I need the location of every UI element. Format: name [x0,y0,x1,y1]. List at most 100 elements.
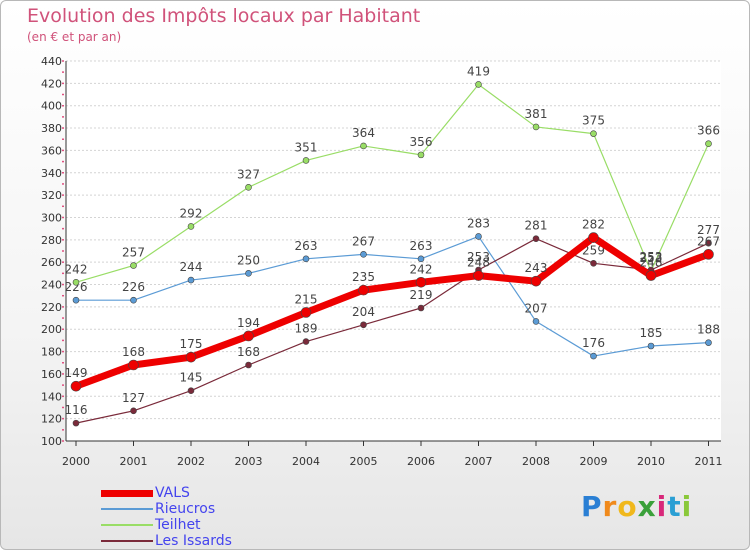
data-point-les-issards [417,304,425,312]
logo-letter: i [656,490,668,523]
logo-letter: x [637,490,657,523]
data-label-les-issards: 189 [295,322,318,336]
data-label-teilhet: 375 [582,114,605,128]
data-label-rieucros: 283 [467,216,490,230]
x-tick-label: 2005 [350,455,378,468]
logo-letter: r [602,490,618,523]
data-point-vals [530,275,542,287]
legend-label: Rieucros [155,501,216,517]
data-point-teilhet [360,142,367,150]
data-label-les-issards: 116 [65,403,88,417]
data-label-teilhet: 381 [525,107,548,121]
legend-label: Les Issards [155,533,232,549]
series-line-vals [72,234,712,390]
data-point-vals [300,307,312,318]
y-tick-label: 120 [41,413,62,426]
x-tick-label: 2000 [62,455,90,468]
y-tick-label: 300 [41,211,62,224]
data-label-teilhet: 292 [180,206,203,220]
y-tick-label: 440 [41,55,62,68]
x-tick-label: 2002 [177,455,205,468]
series-line-les-issards [75,238,710,424]
data-label-rieucros: 263 [410,239,433,253]
data-point-rieucros [705,339,712,346]
y-tick-label: 200 [41,323,62,336]
data-label-les-issards: 277 [697,223,720,237]
data-label-les-issards: 253 [640,250,663,264]
data-label-vals: 282 [582,218,605,232]
y-tick-label: 140 [41,390,62,403]
proxiti-logo: Proxiti [581,490,692,523]
data-point-les-issards [187,387,195,395]
y-tick-label: 380 [41,122,62,135]
data-label-les-issards: 145 [180,371,203,385]
data-point-vals [588,232,599,243]
data-label-vals: 175 [180,337,203,351]
data-point-les-issards [705,239,712,247]
data-point-teilhet [705,140,712,148]
data-label-teilhet: 364 [352,126,375,140]
logo-letter: i [681,490,693,523]
logo-letter: P [581,490,603,523]
data-label-les-issards: 204 [352,305,375,319]
data-point-rieucros [360,251,367,258]
data-point-rieucros [417,255,425,263]
data-label-rieucros: 226 [65,280,88,294]
data-label-teilhet: 242 [65,262,88,276]
data-point-les-issards [360,321,367,329]
logo-letter: t [667,490,682,523]
data-point-vals [128,359,139,371]
data-label-les-issards: 281 [525,219,548,233]
x-tick-label: 2004 [292,455,320,468]
data-label-vals: 267 [697,234,720,248]
data-label-rieucros: 263 [295,239,318,253]
data-label-teilhet: 252 [640,251,663,265]
data-point-rieucros [475,233,482,240]
y-tick-label: 400 [41,100,62,113]
y-tick-label: 340 [41,167,62,180]
data-point-vals [645,270,657,281]
legend-label: VALS [155,485,190,501]
x-tick-label: 2006 [407,455,435,468]
x-tick-label: 2003 [235,455,263,468]
data-point-les-issards [72,419,80,427]
data-label-teilhet: 356 [410,135,433,149]
data-label-rieucros: 226 [122,280,145,294]
data-label-les-issards: 253 [467,250,490,264]
logo-letter: o [617,490,638,523]
data-point-vals [243,330,254,342]
data-label-vals: 215 [295,292,318,306]
data-point-teilhet [245,183,252,191]
y-tick-label: 220 [41,301,62,314]
data-point-rieucros [590,352,597,360]
data-label-les-issards: 259 [582,243,605,257]
y-tick-label: 180 [41,346,62,359]
data-point-rieucros [647,342,655,350]
plot-area [66,61,721,441]
data-point-teilhet [187,223,195,230]
data-point-vals [185,351,197,363]
series-line-teilhet [75,83,710,283]
y-tick-label: 420 [41,77,62,90]
legend-label: Teilhet [155,517,201,533]
legend-swatch [101,524,153,526]
y-tick-label: 320 [41,189,62,202]
data-point-teilhet [532,123,540,131]
data-label-vals: 168 [122,345,145,359]
data-label-vals: 149 [65,366,88,380]
data-point-rieucros [187,276,195,284]
legend-swatch [101,540,153,542]
y-tick-label: 100 [41,435,62,448]
data-point-vals [70,380,82,392]
data-point-vals [703,249,714,260]
data-label-rieucros: 267 [352,234,375,248]
x-tick-label: 2009 [580,455,608,468]
data-label-teilhet: 366 [697,124,720,138]
data-point-vals [473,270,484,281]
data-point-rieucros [532,318,540,325]
data-point-rieucros [130,296,137,304]
y-tick-label: 240 [41,279,62,292]
data-label-teilhet: 327 [237,167,260,181]
